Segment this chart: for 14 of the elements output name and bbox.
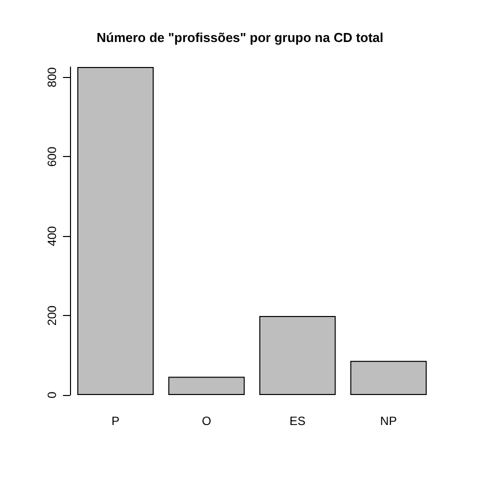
bar xyxy=(350,360,427,395)
bar xyxy=(259,316,336,395)
x-tick-label: O xyxy=(202,414,212,428)
y-tick-label: 0 xyxy=(45,391,59,398)
y-tick-label: 600 xyxy=(45,146,59,167)
y-tick-label: 400 xyxy=(45,226,59,246)
chart-title: Número de "profissões" por grupo na CD total xyxy=(96,30,384,45)
x-tick-label: ES xyxy=(289,414,306,428)
bar xyxy=(168,376,245,395)
y-tick-label: 200 xyxy=(45,305,59,326)
x-tick-label: NP xyxy=(380,414,397,428)
y-tick-label: 800 xyxy=(45,66,59,88)
bar xyxy=(77,67,154,395)
x-tick-label: P xyxy=(111,414,120,428)
